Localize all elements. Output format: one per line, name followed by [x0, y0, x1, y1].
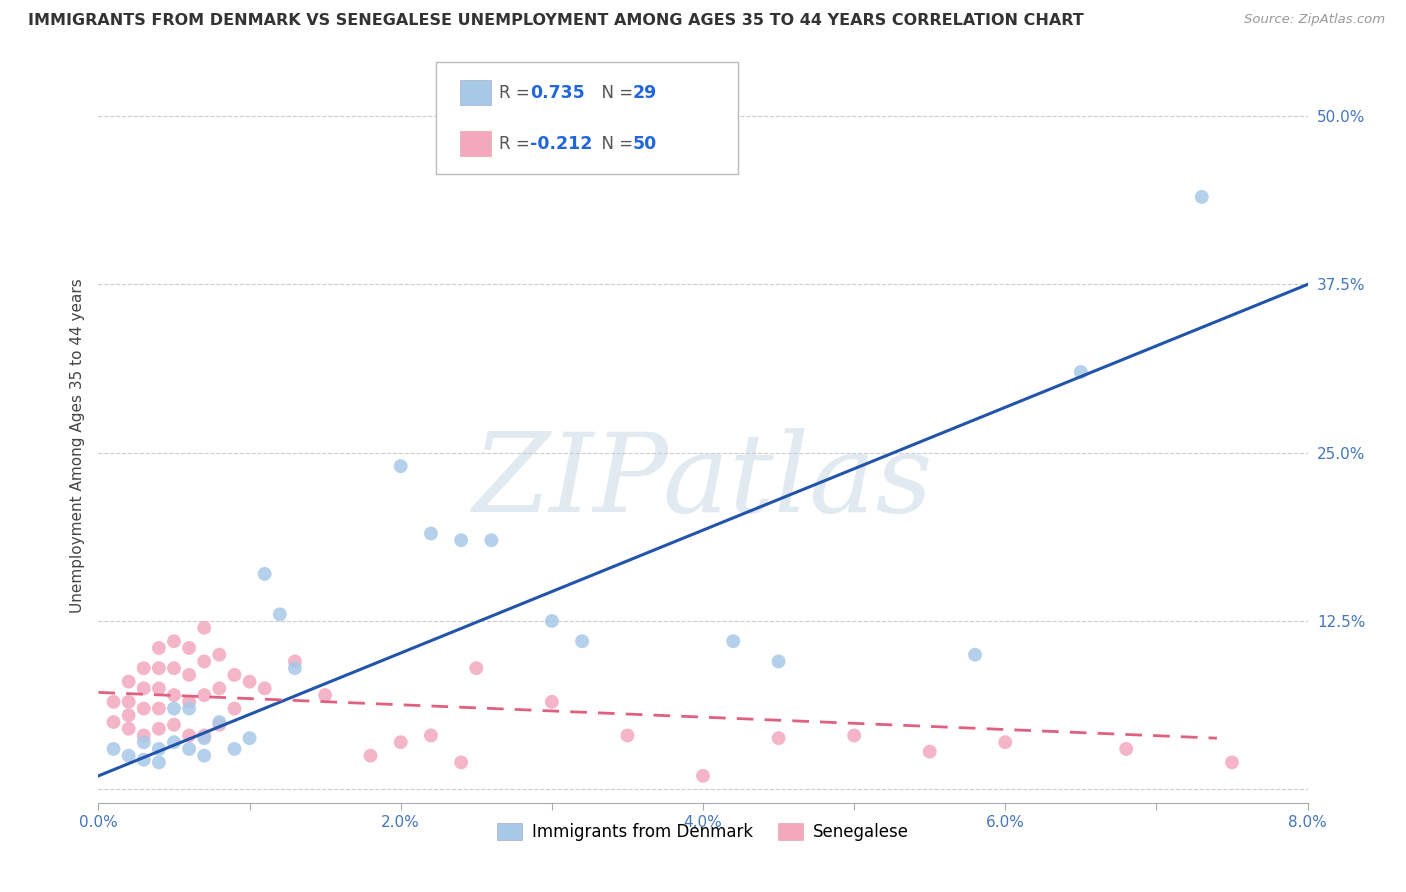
Point	[148, 661, 170, 675]
Point	[163, 661, 186, 675]
Point	[163, 717, 186, 731]
Point	[1220, 756, 1243, 770]
Point	[208, 681, 231, 696]
Point	[179, 695, 201, 709]
Point	[450, 533, 472, 548]
Point	[193, 729, 215, 743]
Point	[540, 614, 562, 628]
Point	[148, 640, 170, 655]
Point	[179, 640, 201, 655]
Point	[844, 729, 866, 743]
Point	[723, 634, 745, 648]
Point	[465, 661, 488, 675]
Point	[224, 742, 246, 756]
Point	[360, 748, 382, 763]
Text: 0.735: 0.735	[530, 84, 585, 102]
Point	[768, 731, 790, 746]
Point	[148, 722, 170, 736]
Point	[148, 681, 170, 696]
Point	[1070, 365, 1092, 379]
Text: IMMIGRANTS FROM DENMARK VS SENEGALESE UNEMPLOYMENT AMONG AGES 35 TO 44 YEARS COR: IMMIGRANTS FROM DENMARK VS SENEGALESE UN…	[28, 13, 1084, 29]
Point	[208, 648, 231, 662]
Text: N =: N =	[591, 84, 638, 102]
Text: Source: ZipAtlas.com: Source: ZipAtlas.com	[1244, 13, 1385, 27]
Text: -0.212: -0.212	[530, 135, 592, 153]
Point	[103, 742, 125, 756]
Point	[132, 661, 155, 675]
Point	[118, 722, 141, 736]
Point	[768, 655, 790, 669]
Point	[224, 668, 246, 682]
Text: 29: 29	[633, 84, 657, 102]
Point	[208, 714, 231, 729]
Point	[179, 729, 201, 743]
Point	[193, 655, 215, 669]
Point	[179, 742, 201, 756]
Point	[118, 674, 141, 689]
Point	[314, 688, 336, 702]
Point	[253, 681, 276, 696]
Point	[163, 634, 186, 648]
Point	[132, 753, 155, 767]
Point	[269, 607, 291, 622]
Point	[132, 701, 155, 715]
Text: ZIPatlas: ZIPatlas	[472, 428, 934, 535]
Point	[224, 701, 246, 715]
Point	[965, 648, 987, 662]
Text: 50: 50	[633, 135, 657, 153]
Point	[118, 708, 141, 723]
Point	[132, 729, 155, 743]
Point	[253, 566, 276, 581]
Point	[994, 735, 1017, 749]
Point	[389, 735, 412, 749]
Point	[163, 701, 186, 715]
Point	[103, 714, 125, 729]
Point	[132, 735, 155, 749]
Point	[284, 661, 307, 675]
Point	[389, 459, 412, 474]
Point	[284, 655, 307, 669]
Point	[616, 729, 638, 743]
Point	[179, 701, 201, 715]
Point	[208, 717, 231, 731]
Point	[163, 735, 186, 749]
Point	[450, 756, 472, 770]
Point	[420, 526, 443, 541]
Text: N =: N =	[591, 135, 638, 153]
Point	[132, 681, 155, 696]
Point	[918, 745, 941, 759]
Point	[118, 748, 141, 763]
Point	[148, 742, 170, 756]
Point	[179, 668, 201, 682]
Point	[193, 731, 215, 746]
Legend: Immigrants from Denmark, Senegalese: Immigrants from Denmark, Senegalese	[491, 816, 915, 848]
Text: R =: R =	[499, 135, 536, 153]
Point	[193, 748, 215, 763]
Point	[193, 621, 215, 635]
Point	[692, 769, 714, 783]
Point	[118, 695, 141, 709]
Point	[420, 729, 443, 743]
Point	[163, 688, 186, 702]
Point	[239, 731, 262, 746]
Point	[571, 634, 593, 648]
Point	[481, 533, 503, 548]
Point	[239, 674, 262, 689]
Y-axis label: Unemployment Among Ages 35 to 44 years: Unemployment Among Ages 35 to 44 years	[69, 278, 84, 614]
Point	[148, 756, 170, 770]
Point	[148, 701, 170, 715]
Text: R =: R =	[499, 84, 536, 102]
Point	[540, 695, 562, 709]
Point	[103, 695, 125, 709]
Point	[193, 688, 215, 702]
Point	[1191, 190, 1213, 204]
Point	[1115, 742, 1137, 756]
